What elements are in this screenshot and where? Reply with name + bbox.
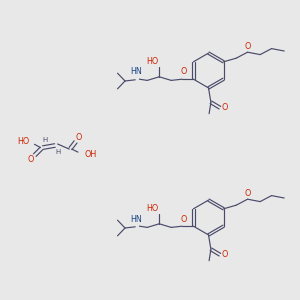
Text: HO: HO bbox=[146, 57, 159, 66]
Text: O: O bbox=[27, 155, 34, 164]
Text: O: O bbox=[180, 214, 186, 224]
Text: H: H bbox=[55, 149, 60, 155]
Text: O: O bbox=[244, 189, 251, 198]
Text: O: O bbox=[221, 103, 228, 112]
Text: O: O bbox=[244, 42, 251, 51]
Text: OH: OH bbox=[85, 150, 97, 159]
Text: HN: HN bbox=[130, 214, 142, 224]
Text: O: O bbox=[75, 133, 82, 142]
Text: HO: HO bbox=[18, 137, 30, 146]
Text: H: H bbox=[42, 137, 48, 143]
Text: O: O bbox=[180, 68, 186, 76]
Text: O: O bbox=[221, 250, 228, 259]
Text: HN: HN bbox=[130, 68, 142, 76]
Text: HO: HO bbox=[146, 204, 159, 213]
